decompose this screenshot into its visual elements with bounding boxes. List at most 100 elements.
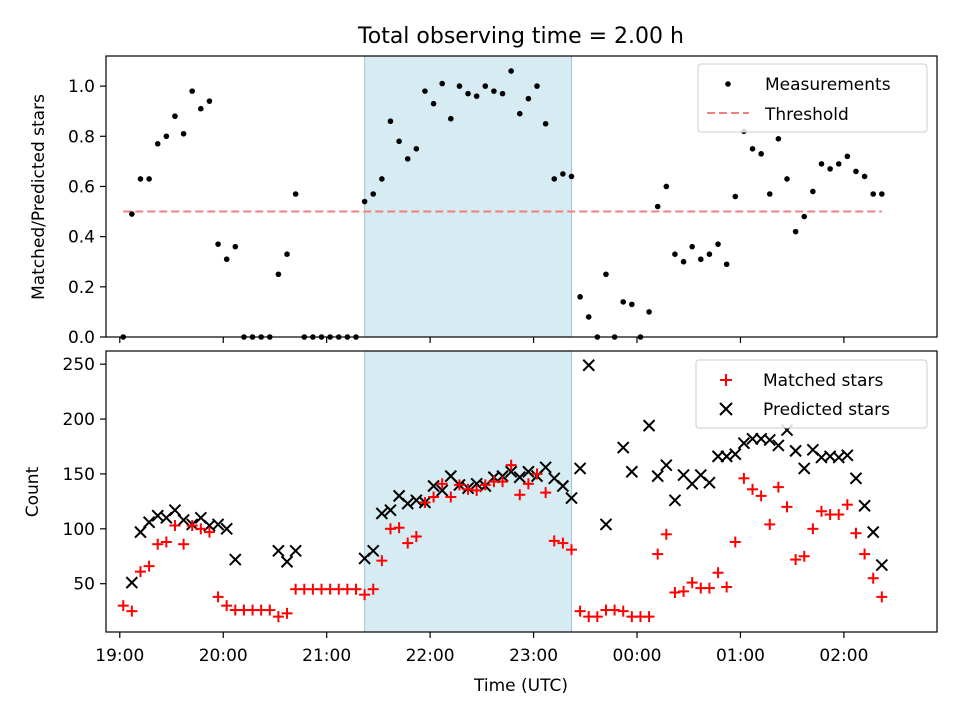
measurement-point	[706, 251, 713, 258]
matched-star-point	[833, 509, 845, 521]
predicted-star-point	[211, 518, 225, 531]
predicted-star-point	[668, 494, 682, 507]
predicted-star-point	[289, 544, 302, 557]
matched-star-point	[815, 505, 827, 517]
measurement-point	[137, 176, 144, 182]
predicted-star-point	[789, 444, 802, 458]
matched-star-point	[790, 554, 802, 566]
predicted-star-point	[427, 479, 440, 493]
matched-star-point	[272, 611, 284, 623]
legend-matched-label: Matched stars	[763, 371, 883, 391]
measurement-point	[491, 88, 497, 94]
predicted-star-point	[168, 503, 182, 517]
predicted-star-point	[703, 476, 716, 489]
matched-star-point	[384, 523, 396, 535]
predicted-star-point	[229, 553, 242, 566]
predicted-star-point	[134, 525, 147, 539]
matched-star-point	[117, 600, 129, 612]
matched-star-point	[178, 538, 190, 550]
measurement-point	[792, 228, 799, 235]
measurement-point	[827, 166, 833, 172]
predicted-star-point	[565, 491, 578, 505]
measurement-point	[620, 299, 627, 305]
measurement-point	[560, 171, 566, 177]
y-tick-label: 150	[63, 465, 95, 485]
measurement-point	[473, 93, 480, 99]
bottom-y-axis-label: Count	[23, 466, 43, 517]
matched-star-point	[419, 496, 431, 508]
measurement-point	[870, 191, 877, 197]
matched-star-point	[212, 591, 224, 603]
measurement-point	[775, 135, 782, 142]
predicted-star-point	[737, 436, 751, 450]
matched-star-point	[453, 479, 465, 491]
measurement-point	[275, 271, 282, 278]
measurement-point	[689, 243, 695, 250]
measurement-point	[448, 115, 454, 122]
bottom-legend: Matched stars Predicted stars	[695, 359, 928, 429]
measurement-point	[508, 68, 514, 74]
y-tick-label: 0.4	[68, 228, 95, 248]
predicted-star-point	[280, 555, 294, 568]
predicted-star-point	[142, 516, 156, 529]
predicted-star-point	[625, 465, 639, 478]
x-tick-label: 02:00	[819, 646, 868, 666]
predicted-star-point	[858, 499, 871, 512]
matched-star-point	[359, 589, 371, 601]
matched-star-point	[841, 499, 853, 511]
measurement-point	[370, 191, 377, 197]
measurement-point	[154, 141, 161, 147]
measurement-point	[129, 211, 135, 217]
bottom-matched-layer	[117, 459, 888, 623]
matched-star-point	[531, 468, 543, 480]
predicted-star-point	[367, 544, 380, 557]
matched-star-point	[678, 585, 690, 597]
measurement-point	[163, 133, 170, 140]
y-tick-label: 0.2	[68, 278, 95, 298]
matched-star-point	[367, 583, 379, 595]
measurement-point	[723, 261, 730, 268]
matched-star-point	[565, 544, 577, 556]
predicted-star-point	[556, 479, 570, 493]
predicted-star-point	[522, 465, 535, 478]
top-highlight-layer	[364, 55, 572, 338]
measurement-point	[835, 161, 842, 167]
measurement-point	[749, 146, 756, 152]
bottom-y-ticks: 50 100 150 200 250	[63, 355, 106, 595]
matched-star-point	[557, 537, 569, 549]
measurement-point	[766, 191, 773, 197]
y-tick-label: 100	[63, 520, 95, 540]
matched-star-point	[772, 481, 784, 493]
predicted-star-point	[539, 461, 552, 474]
measurement-point	[292, 191, 299, 197]
matched-star-point	[643, 611, 655, 623]
predicted-star-point	[599, 518, 613, 531]
observing-window-highlight	[364, 55, 572, 338]
x-tick-label: 21:00	[302, 646, 351, 666]
predicted-star-point	[875, 558, 889, 572]
predicted-star-point	[125, 576, 139, 589]
predicted-star-point	[582, 359, 595, 372]
measurement-point	[758, 151, 764, 157]
matched-star-point	[281, 607, 293, 619]
x-tick-label: 19:00	[95, 646, 144, 666]
matched-star-point	[445, 491, 457, 503]
matched-star-point	[436, 478, 448, 490]
matched-star-point	[514, 489, 526, 501]
matched-star-point	[540, 487, 552, 499]
matched-star-point	[264, 604, 276, 616]
predicted-star-point	[660, 458, 673, 472]
top-panel: 0.0 0.2 0.4 0.6 0.8 1.0 Matched/Predicted sta…	[29, 55, 938, 348]
matched-star-point	[203, 526, 215, 538]
legend-matched-marker	[720, 374, 732, 386]
predicted-star-point	[384, 503, 397, 517]
measurement-point	[482, 83, 489, 89]
bottom-panel: 50 100 150 200 250 19:00 20:00 21:00 22:00 23:00…	[23, 350, 938, 696]
matched-star-point	[410, 531, 422, 543]
predicted-star-point	[849, 472, 863, 485]
predicted-star-point	[841, 449, 854, 462]
measurement-point	[732, 193, 739, 200]
y-tick-label: 0.0	[68, 328, 95, 348]
matched-star-point	[867, 572, 879, 584]
